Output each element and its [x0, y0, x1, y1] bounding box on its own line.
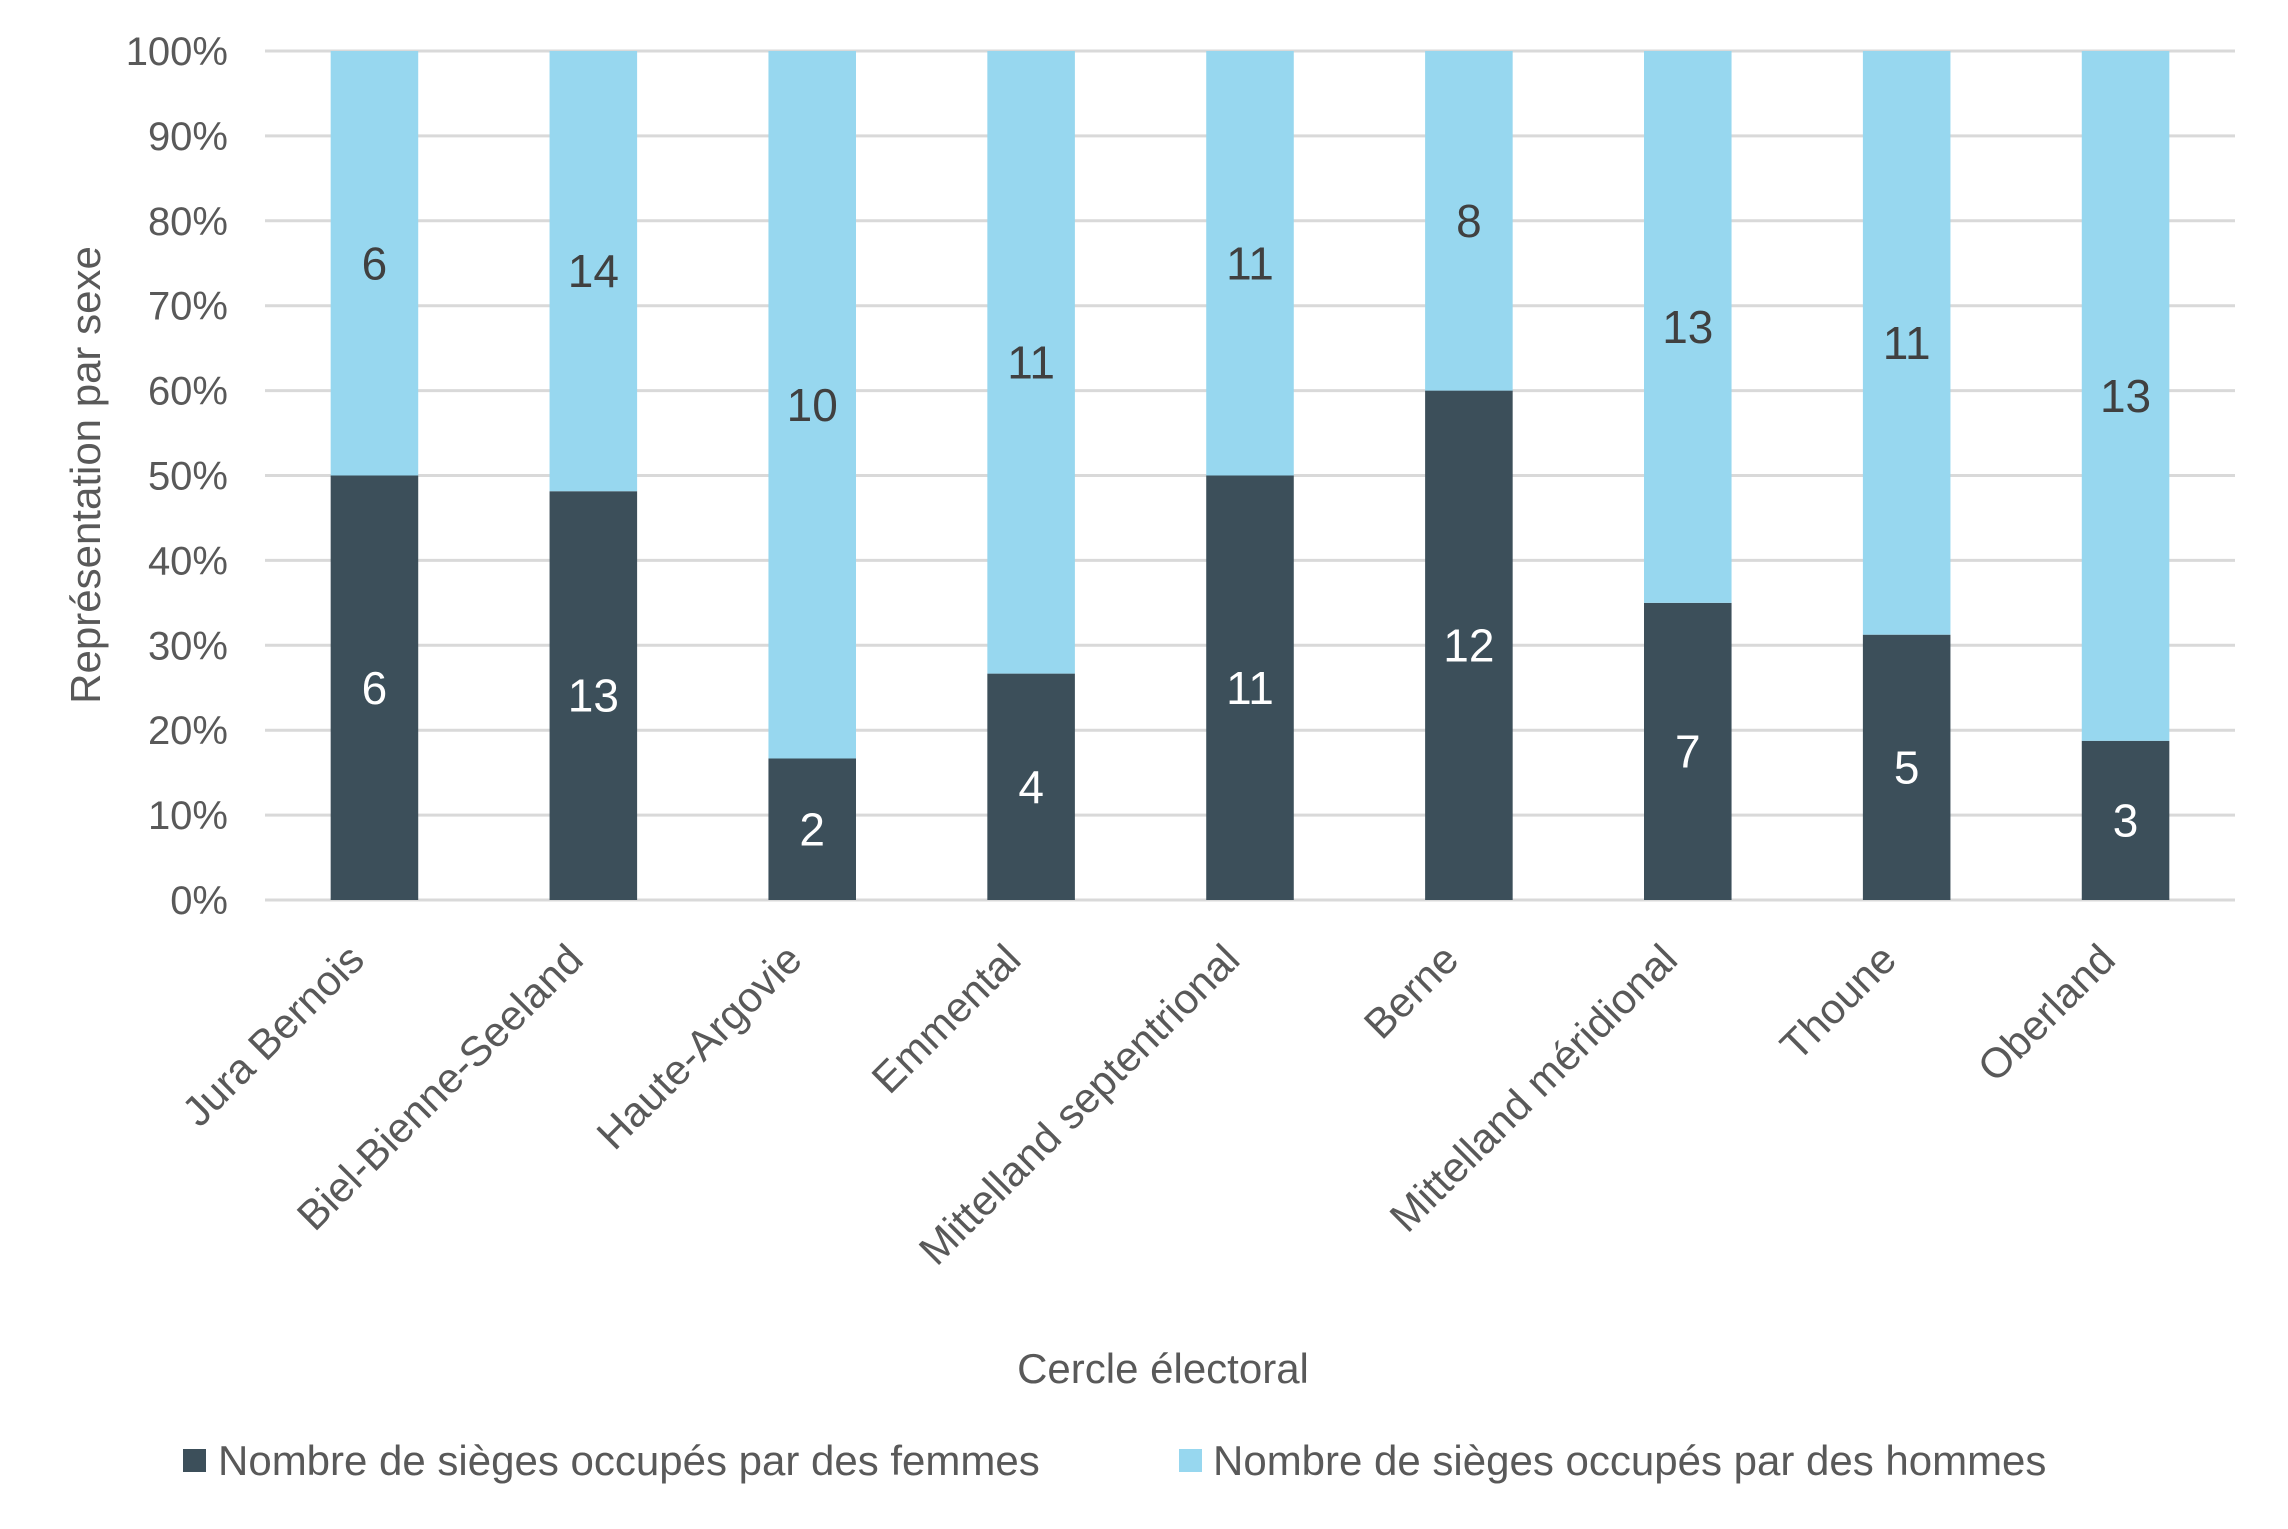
data-label: 12 — [1443, 619, 1494, 671]
data-label: 14 — [568, 245, 619, 297]
y-tick-label: 10% — [148, 794, 228, 838]
data-label: 11 — [1226, 237, 1274, 289]
data-label: 13 — [2100, 370, 2151, 422]
data-label: 11 — [1883, 317, 1931, 369]
y-tick-label: 30% — [148, 624, 228, 668]
y-tick-label: 70% — [148, 285, 228, 329]
y-tick-label: 60% — [148, 370, 228, 414]
legend-item-women[interactable]: Nombre de sièges occupés par des femmes — [183, 1437, 1040, 1484]
y-tick-label: 100% — [126, 30, 228, 74]
y-tick-label: 80% — [148, 200, 228, 244]
legend-label-men: Nombre de sièges occupés par des hommes — [1213, 1437, 2046, 1484]
y-tick-label: 50% — [148, 455, 228, 499]
data-label: 3 — [2113, 794, 2139, 846]
x-tick-label: Berne — [1355, 935, 1467, 1047]
x-axis-title: Cercle électoral — [1017, 1345, 1309, 1392]
y-tick-label: 20% — [148, 709, 228, 753]
y-axis-ticks: 0% 10% 20% 30% 40% 50% 60% 70% 80% 90% 100% — [126, 30, 228, 923]
bar-segment-men[interactable] — [987, 51, 1075, 674]
x-tick-label: Thoune — [1771, 935, 1905, 1069]
bar-segment-men[interactable] — [1206, 51, 1294, 476]
x-axis-ticks: Jura BernoisBiel-Bienne-SeelandHaute-Arg… — [173, 935, 2124, 1274]
x-tick-label: Haute-Argovie — [588, 935, 811, 1158]
y-axis-title: Représentation par sexe — [62, 246, 109, 704]
bar-segment-women[interactable] — [768, 758, 856, 901]
data-label: 13 — [568, 670, 619, 722]
legend: Nombre de sièges occupés par des femmes … — [183, 1437, 2046, 1484]
x-tick-label: Emmental — [863, 935, 1030, 1102]
bar-segment-women[interactable] — [1206, 475, 1294, 901]
legend-item-men[interactable]: Nombre de sièges occupés par des hommes — [1179, 1437, 2046, 1484]
data-label: 4 — [1018, 761, 1044, 813]
y-tick-label: 90% — [148, 115, 228, 159]
x-tick-label: Jura Bernois — [173, 935, 373, 1135]
data-label: 2 — [799, 803, 825, 855]
bar-segment-women[interactable] — [2081, 740, 2170, 900]
y-tick-label: 0% — [170, 879, 228, 923]
data-label: 6 — [362, 662, 388, 714]
bar-segment-women[interactable] — [1425, 390, 1513, 900]
data-label: 11 — [1226, 662, 1274, 714]
data-label: 10 — [787, 379, 838, 431]
data-label: 7 — [1675, 725, 1701, 777]
bars — [330, 51, 2170, 901]
bar-segment-men[interactable] — [330, 51, 419, 476]
legend-label-women: Nombre de sièges occupés par des femmes — [218, 1437, 1040, 1484]
x-tick-label: Oberland — [1969, 935, 2124, 1090]
bar-segment-men[interactable] — [1862, 51, 1951, 635]
data-label: 6 — [362, 237, 388, 289]
data-label: 11 — [1007, 336, 1055, 388]
bar-segment-men[interactable] — [1425, 51, 1513, 391]
legend-swatch-women — [183, 1449, 206, 1472]
bar-segment-men[interactable] — [2081, 51, 2170, 741]
bar-segment-women[interactable] — [1644, 602, 1732, 900]
bar-segment-women[interactable] — [330, 475, 419, 901]
data-label: 13 — [1662, 301, 1713, 353]
bar-segment-women[interactable] — [1862, 634, 1951, 900]
bar-segment-men[interactable] — [768, 51, 856, 759]
bar-segment-women[interactable] — [987, 673, 1075, 900]
bar-segment-women[interactable] — [549, 491, 638, 900]
data-label: 8 — [1456, 195, 1482, 247]
bar-segment-men[interactable] — [549, 51, 638, 492]
data-label: 5 — [1894, 741, 1920, 793]
y-tick-label: 40% — [148, 539, 228, 583]
legend-swatch-men — [1179, 1449, 1202, 1472]
bar-segment-men[interactable] — [1644, 51, 1732, 603]
data-labels: 6 6 13 14 2 10 4 11 11 11 12 8 7 13 5 11 3 13 — [362, 195, 2151, 855]
